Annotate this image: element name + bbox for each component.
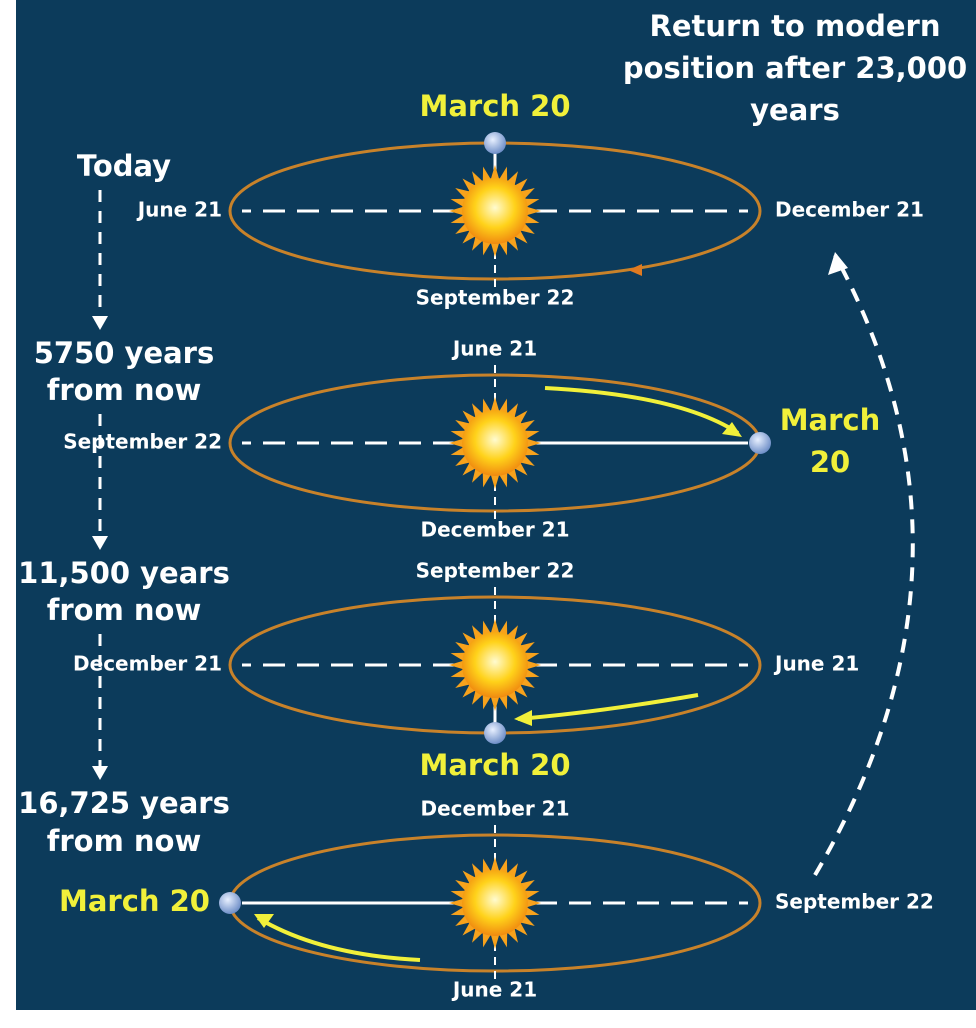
return-label: position after 23,000 <box>623 51 967 85</box>
sun <box>462 410 528 476</box>
date-label: March 20 <box>59 884 210 918</box>
date-label: September 22 <box>63 430 222 454</box>
date-label: December 21 <box>73 652 222 676</box>
date-label: December 21 <box>421 797 570 821</box>
time-label: 11,500 years <box>18 556 230 590</box>
return-label: Return to modern <box>650 9 941 43</box>
earth <box>484 132 506 154</box>
earth <box>219 892 241 914</box>
motion-arrowhead <box>514 710 532 726</box>
date-label: 20 <box>810 445 850 479</box>
time-label: 16,725 years <box>18 786 230 820</box>
motion-arrow <box>544 386 740 435</box>
date-label: June 21 <box>136 198 222 222</box>
date-label: March 20 <box>419 748 570 782</box>
return-arrowhead <box>828 252 848 275</box>
time-arrowhead <box>92 766 108 780</box>
date-label: September 22 <box>775 890 934 914</box>
motion-arrow <box>517 693 699 721</box>
motion-arrowhead <box>628 264 642 276</box>
date-label: March <box>780 403 881 437</box>
sun <box>462 870 528 936</box>
earth <box>749 432 771 454</box>
date-label: June 21 <box>451 337 537 361</box>
sun <box>462 178 528 244</box>
earth <box>484 722 506 744</box>
time-label: from now <box>47 373 202 407</box>
time-label: 5750 years <box>34 336 215 370</box>
date-label: September 22 <box>416 286 575 310</box>
date-label: June 21 <box>451 978 537 1002</box>
time-label: from now <box>47 593 202 627</box>
time-arrowhead <box>92 316 108 330</box>
sun <box>462 632 528 698</box>
stages: Return to modern position after 23,000 yea… <box>18 9 967 1002</box>
time-arrowhead <box>92 536 108 550</box>
motion-arrowhead <box>254 914 274 928</box>
time-label: from now <box>47 824 202 858</box>
date-label: June 21 <box>773 652 859 676</box>
return-arc <box>813 254 915 877</box>
date-label: December 21 <box>421 518 570 542</box>
motion-arrow <box>256 916 421 962</box>
return-label: years <box>750 93 840 127</box>
date-label: December 21 <box>775 198 924 222</box>
time-label: Today <box>77 149 171 183</box>
motion-arrowhead <box>722 422 742 437</box>
date-label: March 20 <box>419 89 570 123</box>
date-label: September 22 <box>416 559 575 583</box>
